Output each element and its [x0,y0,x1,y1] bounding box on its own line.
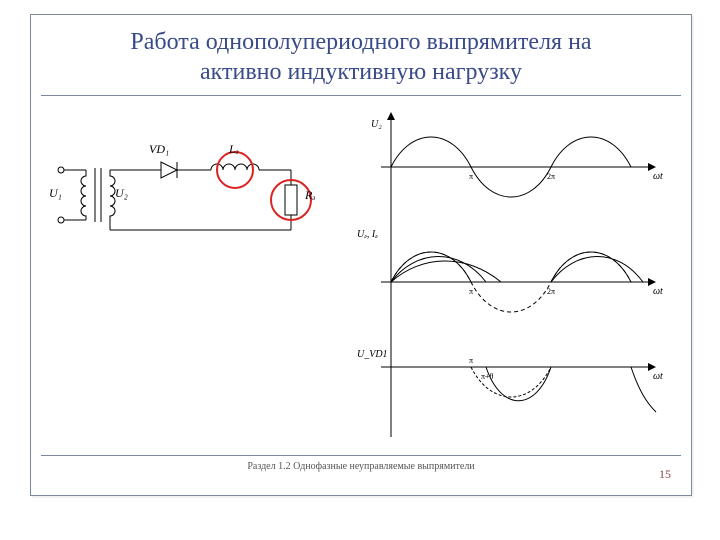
tick-2pi-1: 2π [547,172,555,181]
content-area: U₁ U₂ VD₁ Lₔ Rₔ U₂ ωt π 2π [31,102,691,462]
axis-label-x3: ωt [653,371,663,382]
tick-pi-2: π [469,287,473,296]
label-vd1: VD₁ [149,142,169,157]
label-u1: U₁ [49,186,62,201]
tick-2pi-2: 2π [547,287,555,296]
axis-label-u2: U₂ [371,119,382,130]
title-line-2: активно индуктивную нагрузку [200,59,522,85]
circuit-diagram: U₁ U₂ VD₁ Lₔ Rₔ [51,130,321,260]
axis-label-x1: ωt [653,171,663,182]
tick-pi-3: π [469,356,473,365]
tick-pi-1: π [469,172,473,181]
page-number: 15 [659,467,671,482]
footer-divider [41,455,681,456]
title-divider [41,95,681,96]
tick-pi-theta: π+θ [481,372,494,381]
title-line-1: Работа однополупериодного выпрямителя на [130,29,591,55]
label-u2: U₂ [115,186,128,201]
axis-label-uvd: U_VD1 [357,349,388,360]
label-rd: Rₔ [305,188,315,203]
axis-label-ud: Uₔ, Iₔ [357,229,378,240]
axis-label-x2: ωt [653,286,663,297]
footer-text: Раздел 1.2 Однофазные неуправляемые выпр… [31,461,691,472]
waveform-plots: U₂ ωt π 2π Uₔ, Iₔ ωt π 2π [351,107,671,452]
label-ld: Lₔ [229,142,239,157]
